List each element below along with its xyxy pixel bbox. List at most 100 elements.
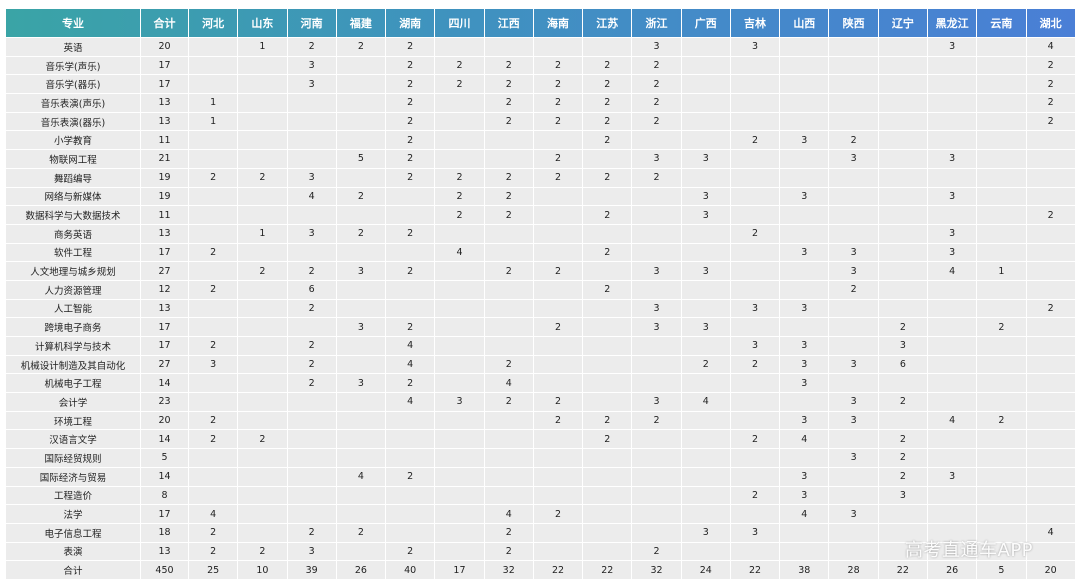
count-cell: 11 [140,130,189,151]
count-cell [828,186,879,207]
column-header: 云南 [976,8,1027,38]
column-header: 湖北 [1025,8,1076,38]
count-cell [532,336,584,356]
count-cell: 2 [582,167,633,188]
count-cell [877,504,928,524]
count-cell: 18 [140,522,189,543]
header-row: 专业 合计 河北 山东 河南 福建 湖南 四川 江西 海南 江苏 浙江 广西 吉林 山西 陕西 辽宁 黑龙江 云南湖… [5,8,1076,38]
count-cell [680,167,731,188]
major-cell: 音乐表演(声乐) [5,93,141,113]
count-cell [237,298,288,319]
count-cell [582,149,633,169]
count-cell: 2 [385,55,436,76]
count-cell: 2 [483,354,534,375]
count-cell: 2 [483,186,534,207]
count-cell: 5 [976,560,1027,580]
count-cell [286,504,337,524]
count-cell [286,429,337,450]
count-cell [385,205,436,225]
count-cell: 2 [385,74,436,95]
count-cell: 2 [1025,93,1076,113]
count-cell: 2 [828,130,879,151]
count-cell: 2 [335,223,387,244]
count-cell [680,130,731,151]
count-cell [631,130,682,151]
count-cell [729,55,781,76]
count-cell [976,466,1027,487]
count-cell [877,149,928,169]
table-row: 音乐表演(声乐) 13 1 2 2 2 2 2 2 [5,93,1076,113]
count-cell: 3 [926,186,978,207]
count-cell [779,448,830,468]
count-cell [729,392,781,412]
count-cell [729,261,781,281]
count-cell [582,448,633,468]
column-header: 广西 [680,8,731,38]
count-cell: 3 [828,354,879,375]
count-cell [1025,485,1076,506]
count-cell [286,317,337,337]
count-cell: 17 [434,560,485,580]
count-cell [680,223,731,244]
count-cell: 3 [729,37,781,57]
count-cell [187,373,239,394]
count-cell [1025,373,1076,394]
count-cell: 19 [140,167,189,188]
count-cell [729,466,781,487]
table-row: 数据科学与大数据技术 11 2 2 2 3 2 [5,205,1076,225]
count-cell [926,448,978,468]
count-cell [532,279,584,300]
count-cell: 2 [532,317,584,337]
count-cell [828,111,879,132]
count-cell [582,485,633,506]
major-cell: 舞蹈编导 [5,167,141,188]
count-cell [631,485,682,506]
table-row: 法学 17 4 4 2 4 3 [5,504,1076,524]
count-cell: 3 [286,55,337,76]
major-cell: 会计学 [5,392,141,412]
count-cell [779,279,830,300]
count-cell [1025,279,1076,300]
count-cell [828,93,879,113]
count-cell [335,279,387,300]
column-header: 专业 [5,8,141,38]
count-cell [1025,167,1076,188]
major-cell: 机械设计制造及其自动化 [5,354,141,375]
count-cell: 20 [1025,560,1076,580]
count-cell: 3 [926,149,978,169]
count-cell: 2 [286,336,337,356]
count-cell [828,55,879,76]
count-cell: 17 [140,55,189,76]
count-cell: 2 [582,205,633,225]
major-cell: 机械电子工程 [5,373,141,394]
count-cell [779,55,830,76]
count-cell: 4 [483,504,534,524]
count-cell: 2 [532,93,584,113]
count-cell: 17 [140,504,189,524]
count-cell: 6 [286,279,337,300]
count-cell: 2 [483,261,534,281]
count-cell [237,186,288,207]
count-cell: 2 [187,410,239,431]
count-cell [532,186,584,207]
count-cell: 4 [385,336,436,356]
count-cell [976,149,1027,169]
count-cell: 4 [385,354,436,375]
count-cell: 2 [286,298,337,319]
table-row: 国际经济与贸易 14 4 2 3 2 3 [5,466,1076,487]
count-cell: 4 [434,242,485,263]
count-cell: 3 [779,336,830,356]
count-cell: 22 [532,560,584,580]
count-cell [434,485,485,506]
count-cell [729,186,781,207]
count-cell: 450 [140,560,189,580]
count-cell [335,429,387,450]
count-cell [237,373,288,394]
count-cell: 26 [335,560,387,580]
count-cell: 2 [631,167,682,188]
count-cell [877,186,928,207]
count-cell: 2 [729,485,781,506]
count-cell [434,354,485,375]
column-header: 江西 [483,8,534,38]
major-cell: 跨境电子商务 [5,317,141,337]
